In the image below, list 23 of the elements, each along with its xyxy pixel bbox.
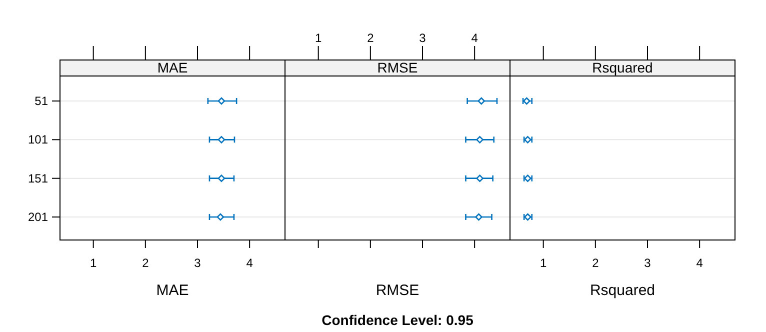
- x-axis-title: RMSE: [376, 282, 420, 299]
- x-tick-label: 3: [194, 256, 202, 270]
- x-tick-label: 2: [142, 256, 150, 270]
- x-tick-label: 1: [90, 256, 97, 270]
- x-tick-label: 1: [540, 256, 547, 270]
- y-tick-label: 151: [28, 171, 48, 186]
- chart-title: Rsquared: [592, 60, 653, 76]
- x-tick-label: 3: [419, 31, 426, 45]
- chart-title: MAE: [157, 60, 188, 76]
- x-tick-label: 1: [314, 31, 322, 45]
- x-axis-title: Rsquared: [590, 282, 656, 299]
- y-tick-label: 201: [28, 210, 48, 224]
- x-tick-label: 3: [644, 256, 652, 270]
- text: Confidence Level: 0.95: [322, 312, 474, 328]
- x-tick-label: 4: [471, 31, 478, 45]
- x-axis-title: MAE: [156, 282, 189, 299]
- y-tick-label: 101: [28, 132, 48, 147]
- x-tick-label: 2: [592, 256, 600, 270]
- x-tick-label: 2: [367, 31, 374, 45]
- y-tick-label: 51: [34, 94, 48, 108]
- x-tick-label: 4: [696, 256, 704, 270]
- x-tick-label: 4: [246, 256, 254, 270]
- chart-title: RMSE: [377, 60, 418, 76]
